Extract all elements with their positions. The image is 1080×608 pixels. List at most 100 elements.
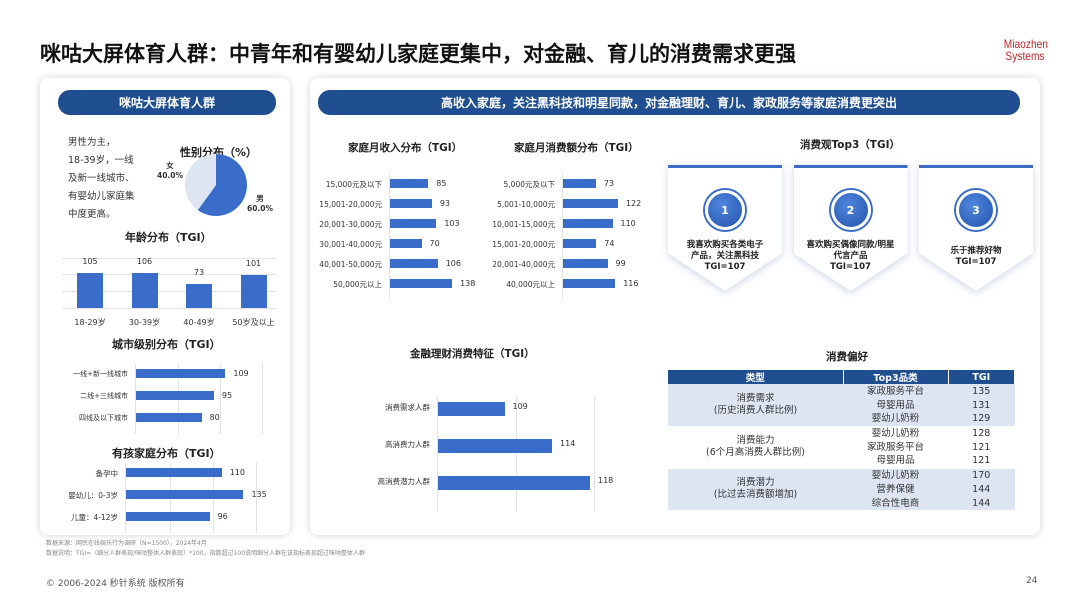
value-label: 101 [245, 258, 262, 268]
category-label: 18-29岁 [74, 318, 106, 327]
rank-badge: 3 [956, 190, 996, 230]
table-row: 消费需求 (历史消费人群比例) 家政服务平台 135 [668, 384, 1015, 426]
summary-line: 有婴幼儿家庭集 [68, 191, 135, 202]
table-cell: 营养保健 [843, 482, 948, 496]
bar [390, 259, 438, 268]
gender-title: 性别分布（%） [180, 146, 258, 159]
table-cell: 131 [948, 398, 1015, 412]
category-label: 20,001-30,000元 [319, 220, 382, 229]
value-label: 73 [193, 267, 205, 277]
table-cell: 母婴用品 [876, 455, 915, 467]
value-label: 96 [217, 512, 228, 521]
table-row: 婴幼儿奶粉 129 [668, 412, 1015, 426]
pref-table: 类型 Top3品类 TGI 消费需求 (历史消费人群比例) 家政服务平台 135 母婴用… [668, 370, 1015, 510]
spend-title: 家庭月消费额分布（TGI） [514, 142, 639, 154]
value-label: 116 [623, 279, 639, 288]
table-row: 消费能力 (6个月高消费人群比例) 婴幼儿奶粉 128 [668, 425, 1015, 468]
table-row: 综合性电商 144 [668, 496, 1015, 510]
bar [438, 402, 505, 416]
bar [390, 279, 453, 288]
category-label: 二线+三线城市 [80, 392, 128, 400]
value-label: 118 [598, 476, 614, 485]
logo-line: Miaozhen [1003, 37, 1048, 51]
copyright: © 2006-2024 秒针系统 版权所有 [46, 579, 185, 589]
kids-title: 有孩家庭分布（TGI） [112, 447, 221, 460]
col-header: Top3品类 [843, 370, 949, 384]
column [240, 274, 267, 308]
summary-line: 男性为主， [68, 137, 116, 148]
value-label: 135 [251, 490, 267, 499]
table-cell: 母婴用品 [843, 398, 948, 412]
footnote-source: 数据来源：网民在线娱乐行为调研（N=1500），2024年4月 [46, 540, 207, 547]
category-label: 四线及以下城市 [79, 414, 128, 422]
bar [563, 259, 608, 268]
category-label: 15,001-20,000元 [319, 200, 382, 209]
axis-line [125, 463, 126, 533]
bar [390, 239, 422, 248]
table-cell: 121 [972, 441, 991, 453]
footnote-note: 数据说明：TGI=（细分人群表现/咪咕整体人群表现）*100，指数超过100说明… [46, 550, 366, 557]
category-label: 儿童：4-12岁 [70, 513, 118, 522]
value-label: 93 [439, 199, 451, 208]
category-label: 高消费力人群 [385, 440, 430, 449]
rank-badge: 2 [830, 190, 871, 230]
value-label: 70 [429, 239, 440, 248]
bar [126, 512, 210, 521]
right-header: 高收入家庭，关注黑科技和明星同款，对金融理财、育儿、家政服务等家庭消费更突出 [318, 90, 1020, 115]
pie-slice-male [197, 154, 247, 216]
value-label: 109 [233, 369, 249, 378]
table-row: 母婴用品 131 [668, 398, 1015, 412]
table-cell: 128 [948, 425, 1015, 440]
page-title: 咪咕大屏体育人群：中青年和有婴幼儿家庭更集中，对金融、育儿的消费需求更强 [40, 42, 796, 66]
top3-title: 消费观Top3（TGI） [800, 139, 900, 151]
bar [563, 279, 616, 288]
bar [390, 219, 437, 228]
value-label: 106 [136, 257, 153, 267]
page-number: 24 [1026, 576, 1038, 586]
table-cell: 121 [972, 455, 991, 467]
bar [126, 490, 244, 499]
gridline [516, 397, 517, 512]
bar [438, 439, 552, 453]
col-header: 类型 [668, 370, 844, 384]
gridline [256, 463, 257, 533]
table-row: 家政服务平台 121 [668, 440, 1015, 454]
category-label: 30,001-40,000元 [319, 240, 382, 249]
summary-line: 中度更高。 [68, 209, 116, 220]
value-label: 99 [615, 259, 626, 268]
category-label: 15,000元及以下 [325, 180, 382, 189]
category-label: 40,001-50,000元 [319, 260, 382, 269]
summary-text: 男性为主， 18-39岁，一线 及新一线城市、 有婴幼儿家庭集 中度更高。 [68, 134, 135, 224]
table-row: 营养保健 144 [668, 482, 1015, 496]
bar [438, 476, 590, 490]
type-cell: 消费能力 (6个月高消费人群比例) [668, 425, 843, 468]
gridline [262, 364, 263, 434]
col-header: TGI [948, 370, 1015, 384]
value-label: 105 [82, 257, 98, 267]
table-row: 母婴用品 121 [668, 454, 1015, 468]
gridline [594, 397, 595, 512]
bar [136, 369, 226, 378]
gridline [220, 364, 221, 434]
summary-line: 及新一线城市、 [68, 173, 135, 184]
bar [136, 413, 202, 422]
value-label: 138 [460, 279, 476, 288]
category-label: 婴幼儿：0-3岁 [68, 491, 118, 500]
table-cell: 婴幼儿奶粉 [843, 467, 948, 482]
axis-line [562, 174, 563, 298]
bar [390, 179, 429, 188]
miaozhen-logo: Miaozhen Systems [1003, 37, 1048, 62]
card-text: 乐于推荐好物 TGI=107 [950, 246, 1002, 267]
gender-pie [185, 154, 247, 216]
card-body: 1 我喜欢购买各类电子 产品，关注黑科技 TGI=107 [668, 165, 782, 291]
category-label: 5,001-10,000元 [497, 200, 555, 209]
pie-label-male: 男 60.0% [247, 194, 274, 213]
card-text: 我喜欢购买各类电子 产品，关注黑科技 TGI=107 [686, 240, 764, 272]
table-cell: 婴幼儿奶粉 [843, 425, 948, 440]
card-body: 2 喜欢购买偶像同款/明星 代言产品 TGI=107 [793, 165, 908, 291]
category-label: 5,000元及以下 [503, 180, 555, 189]
left-header: 咪咕大屏体育人群 [58, 90, 276, 115]
value-label: 109 [512, 402, 528, 411]
top3-card: 3 乐于推荐好物 TGI=107 [919, 165, 1033, 293]
axis-line [135, 364, 136, 434]
